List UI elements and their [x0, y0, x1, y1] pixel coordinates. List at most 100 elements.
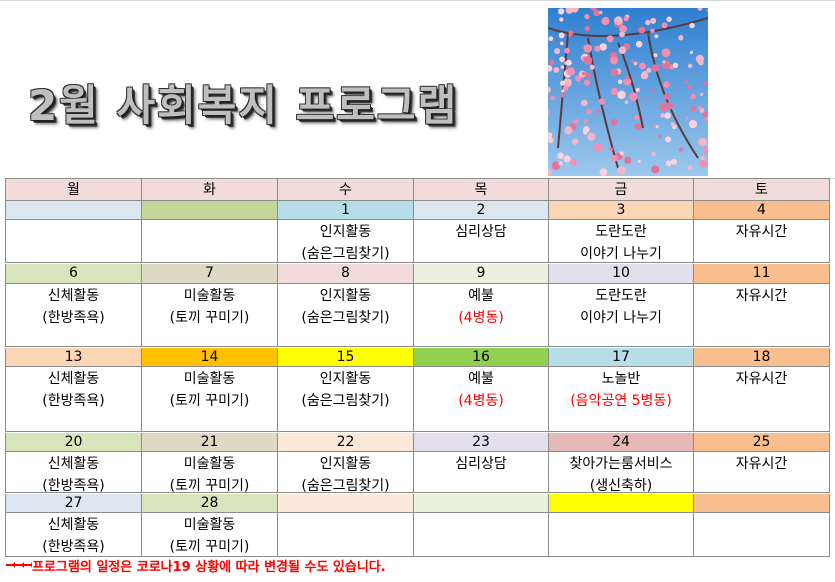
- program-cell: 자유시간: [694, 452, 830, 493]
- date: 8: [341, 265, 350, 281]
- petal: [566, 67, 575, 76]
- petal: [563, 155, 571, 163]
- date: 16: [472, 349, 490, 365]
- program-line: 인지활동: [319, 371, 372, 387]
- petal: [558, 161, 563, 166]
- program-cell: 신체활동 (한방족욕): [5, 452, 142, 494]
- petal: [599, 43, 607, 51]
- petal: [560, 65, 564, 69]
- petal: [637, 159, 641, 164]
- date: 21: [200, 434, 219, 450]
- petal: [583, 126, 590, 133]
- petal: [687, 164, 693, 170]
- petal: [593, 9, 600, 17]
- program-line: (4병동): [458, 310, 504, 326]
- program-line: (생신축하): [589, 478, 653, 494]
- petal: [599, 10, 603, 15]
- date: 6: [69, 265, 78, 281]
- petal: [665, 160, 672, 167]
- petal: [593, 142, 603, 152]
- date-cell: 7: [142, 264, 278, 284]
- blossoms: [548, 8, 708, 176]
- petal: [610, 56, 618, 65]
- petal: [628, 92, 638, 101]
- date-cell: 16: [414, 348, 549, 367]
- program-cell: 미술활동 (토끼 꾸미기): [142, 367, 278, 432]
- petal: [624, 100, 629, 104]
- program-cell: 도란도란 이야기 나누기: [549, 284, 694, 347]
- petal: [609, 147, 614, 152]
- date-cell: 14: [142, 348, 278, 367]
- program-line: 자유시간: [735, 288, 788, 304]
- petal: [689, 50, 693, 55]
- program-line: (한방족욕): [42, 478, 105, 494]
- date: 15: [336, 349, 355, 365]
- petal: [651, 64, 660, 72]
- program-line: 인지활동: [319, 456, 372, 472]
- petal: [610, 119, 618, 126]
- petal: [548, 86, 551, 93]
- program-cell: 예불 (4병동): [414, 367, 549, 432]
- date-cell: [414, 494, 549, 513]
- petal: [610, 88, 619, 96]
- program-line: (음악공연 5병동): [570, 393, 672, 409]
- date-cell: 13: [5, 348, 142, 367]
- petal: [653, 53, 658, 58]
- date: 11: [752, 265, 771, 281]
- petal: [702, 110, 708, 119]
- program-line: (숨은그림찾기): [301, 393, 390, 409]
- date: 28: [200, 495, 219, 511]
- program-line: 신체활동: [47, 517, 100, 533]
- petal: [661, 22, 668, 29]
- petal: [706, 8, 708, 12]
- program-line: 이야기 나누기: [580, 310, 662, 326]
- program-line: 심리상담: [455, 224, 507, 240]
- petal: [586, 108, 592, 115]
- petal: [584, 14, 590, 20]
- date-cell: 10: [549, 264, 694, 284]
- program-cell: 인지활동 (숨은그림찾기): [278, 367, 414, 432]
- date-cell: 18: [694, 348, 830, 367]
- petal: [601, 16, 610, 26]
- petal: [551, 161, 561, 171]
- program-cell: 인지활동 (숨은그림찾기): [278, 452, 414, 494]
- note: 프로그램의 일정은 코로나19 상황에 따라 변경될 수도 있습니다.: [32, 560, 386, 575]
- program-line: 신체활동: [47, 288, 100, 304]
- petal: [583, 118, 588, 123]
- petal: [662, 60, 666, 64]
- petal: [583, 56, 593, 65]
- petal: [553, 67, 560, 73]
- petal: [619, 25, 627, 33]
- program-line: (한방족욕): [42, 539, 105, 555]
- petal: [653, 124, 656, 128]
- date: 20: [64, 434, 83, 450]
- blossom-photo: [548, 8, 708, 176]
- weekday-header: 수: [278, 178, 414, 201]
- program-line: (토끼 꾸미기): [169, 393, 250, 409]
- date: 3: [616, 202, 626, 218]
- program-cell: [414, 513, 549, 557]
- petal: [550, 95, 555, 101]
- petal: [703, 146, 708, 155]
- petal: [548, 110, 551, 114]
- petal: [564, 47, 570, 54]
- petal: [624, 79, 631, 86]
- petal: [650, 17, 657, 24]
- weekday-header: 월: [5, 178, 142, 201]
- petal: [570, 159, 577, 167]
- date-cell: 24: [549, 433, 694, 452]
- petal: [634, 123, 642, 131]
- petal: [690, 93, 696, 100]
- program-cell: 심리상담: [414, 452, 549, 493]
- petal: [599, 168, 608, 176]
- petal: [630, 59, 634, 63]
- petal: [678, 35, 684, 41]
- petal: [548, 169, 552, 176]
- petal: [666, 16, 672, 22]
- program-line: 예불: [468, 371, 494, 387]
- date: 7: [205, 265, 214, 281]
- date-cell: 23: [414, 433, 549, 452]
- petal: [558, 32, 565, 39]
- petal: [638, 26, 646, 34]
- petal: [661, 48, 671, 58]
